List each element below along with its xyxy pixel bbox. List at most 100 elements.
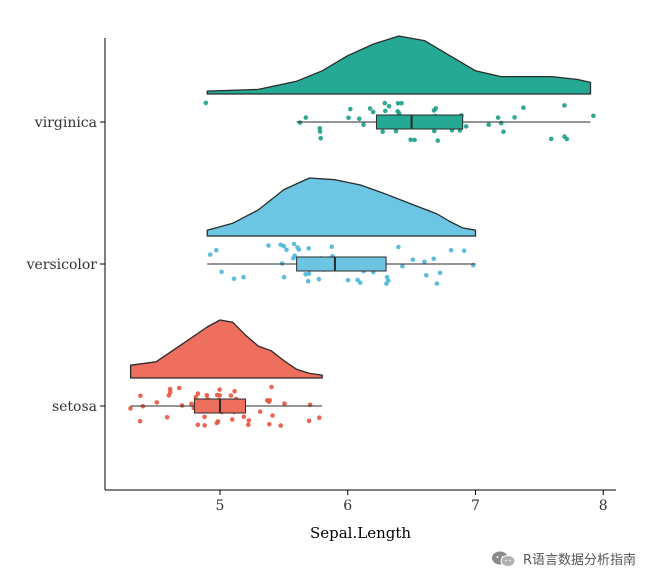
data-point bbox=[512, 115, 517, 120]
data-point bbox=[217, 387, 222, 392]
data-point bbox=[278, 423, 284, 428]
data-point bbox=[214, 392, 220, 398]
data-point bbox=[189, 401, 194, 407]
y-tick-label: virginica bbox=[34, 115, 97, 131]
data-point bbox=[348, 106, 353, 112]
data-point bbox=[303, 115, 309, 120]
data-point bbox=[306, 271, 312, 276]
data-point bbox=[361, 122, 366, 127]
x-tick-label: 6 bbox=[343, 498, 352, 514]
data-point bbox=[265, 398, 270, 403]
data-point bbox=[246, 418, 252, 423]
data-point bbox=[317, 415, 322, 421]
data-point bbox=[357, 116, 362, 121]
data-point bbox=[521, 105, 526, 110]
data-point bbox=[433, 106, 439, 111]
data-point bbox=[230, 417, 235, 422]
data-point bbox=[448, 247, 454, 253]
data-point bbox=[137, 418, 143, 424]
data-point bbox=[367, 106, 373, 111]
data-point bbox=[291, 241, 297, 247]
data-point bbox=[470, 262, 476, 268]
data-point bbox=[329, 244, 335, 249]
y-tick-label: versicolor bbox=[26, 257, 98, 273]
x-tick-label: 7 bbox=[471, 498, 480, 514]
box-virginica bbox=[375, 114, 464, 130]
data-point bbox=[317, 129, 323, 134]
data-point bbox=[202, 414, 207, 420]
data-point bbox=[498, 120, 504, 126]
wechat-icon bbox=[491, 551, 516, 567]
data-point bbox=[266, 243, 271, 248]
data-point bbox=[400, 263, 405, 269]
data-point bbox=[495, 115, 501, 120]
data-point bbox=[305, 278, 311, 284]
series-setosa bbox=[128, 319, 323, 428]
data-point bbox=[396, 244, 401, 250]
watermark-text: R语言数据分析指南 bbox=[522, 553, 636, 568]
data-point bbox=[297, 120, 303, 125]
data-point bbox=[232, 389, 237, 394]
watermark: R语言数据分析指南 bbox=[491, 549, 636, 568]
data-point bbox=[241, 414, 247, 420]
density-versicolor bbox=[206, 177, 477, 237]
data-point bbox=[318, 136, 324, 141]
data-point bbox=[164, 415, 170, 420]
data-point bbox=[591, 113, 596, 119]
data-point bbox=[269, 384, 274, 390]
data-point bbox=[282, 401, 287, 406]
data-point bbox=[393, 128, 399, 134]
data-point bbox=[267, 422, 272, 427]
data-point bbox=[346, 115, 351, 121]
data-point bbox=[128, 406, 133, 411]
data-point bbox=[461, 248, 467, 253]
data-point bbox=[434, 281, 440, 286]
series-versicolor bbox=[206, 177, 477, 286]
data-point bbox=[437, 270, 443, 276]
data-point bbox=[281, 274, 287, 280]
data-point bbox=[424, 273, 429, 278]
data-point bbox=[138, 393, 143, 399]
data-point bbox=[345, 277, 351, 283]
data-point bbox=[384, 274, 390, 280]
data-point bbox=[203, 100, 209, 106]
data-point bbox=[207, 252, 213, 257]
data-point bbox=[410, 257, 416, 263]
data-point bbox=[548, 136, 554, 142]
data-point bbox=[408, 137, 414, 143]
series-virginica bbox=[203, 35, 596, 143]
data-point bbox=[383, 108, 388, 114]
data-point bbox=[246, 422, 251, 428]
data-point bbox=[562, 134, 567, 139]
data-point bbox=[501, 129, 506, 134]
data-point bbox=[562, 103, 567, 108]
data-point bbox=[195, 391, 201, 396]
data-point bbox=[386, 103, 392, 109]
data-point bbox=[219, 269, 224, 275]
data-point bbox=[399, 100, 404, 106]
data-point bbox=[281, 243, 287, 249]
data-point bbox=[193, 394, 198, 400]
data-point bbox=[167, 386, 173, 392]
data-point bbox=[422, 259, 427, 265]
data-point bbox=[395, 101, 401, 106]
data-point bbox=[306, 246, 312, 251]
data-point bbox=[317, 126, 323, 131]
data-point bbox=[412, 137, 417, 143]
data-point bbox=[486, 122, 492, 127]
data-point bbox=[228, 393, 234, 398]
data-point bbox=[176, 385, 182, 391]
data-point bbox=[154, 400, 160, 405]
data-point bbox=[357, 280, 363, 286]
data-point bbox=[432, 128, 437, 134]
data-point bbox=[195, 422, 201, 428]
data-point bbox=[306, 418, 312, 424]
data-point bbox=[295, 245, 300, 250]
data-point bbox=[284, 247, 289, 253]
data-point bbox=[214, 247, 219, 253]
density-setosa bbox=[129, 319, 323, 379]
x-tick-label: 8 bbox=[599, 498, 608, 514]
x-axis-title: Sepal.Length bbox=[310, 524, 411, 542]
data-point bbox=[257, 409, 263, 414]
